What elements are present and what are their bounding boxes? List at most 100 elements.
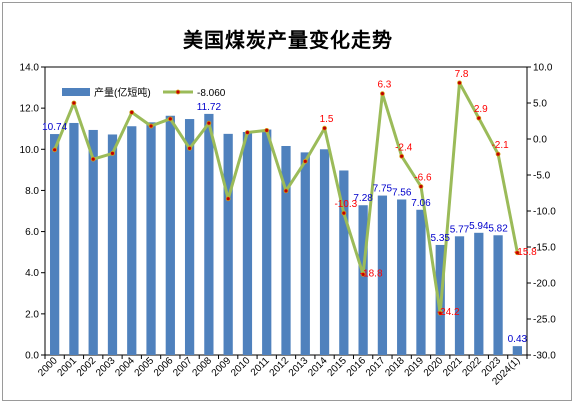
x-tick-label: 2017 xyxy=(364,355,388,379)
left-tick-label: 10.0 xyxy=(20,145,40,156)
x-tick-label: 2013 xyxy=(287,355,311,379)
bar xyxy=(319,149,330,355)
x-tick-label: 2011 xyxy=(249,355,272,378)
line-point xyxy=(322,125,327,131)
left-axis-ticks: 0.0 2.0 4.0 6.0 8.0 10.0 12.0 14.0 xyxy=(20,63,45,362)
line-series xyxy=(52,80,520,316)
bar xyxy=(50,134,60,355)
x-tick-label: 2022 xyxy=(460,355,484,379)
x-tick-label: 2002 xyxy=(75,355,99,379)
left-tick-label: 0.0 xyxy=(25,351,39,362)
line-data-labels: 1.5 -10.3 -18.8 6.3 -2.4 -6.6 -24.2 7.8 2.9 -2.1 -… xyxy=(320,69,538,318)
line-point xyxy=(302,158,308,164)
x-tick-label: 2006 xyxy=(152,355,176,379)
right-tick-label: -15.0 xyxy=(533,243,556,254)
bar xyxy=(69,122,79,355)
x-axis-ticks: 2000200120022003200420052006200720082009… xyxy=(36,355,528,387)
x-tick-label: 2005 xyxy=(133,355,157,379)
bar-data-label: 5.94 xyxy=(469,221,489,232)
line-point xyxy=(206,120,212,126)
bar xyxy=(184,119,195,355)
x-tick-label: 2018 xyxy=(383,355,407,379)
line-point xyxy=(476,115,482,121)
bar-data-label: 7.75 xyxy=(373,184,393,195)
bar xyxy=(493,235,503,355)
x-tick-label: 2003 xyxy=(94,355,118,379)
bar xyxy=(223,133,233,355)
line-point xyxy=(225,196,231,202)
right-tick-label: -10.0 xyxy=(533,207,556,218)
x-tick-label: 2010 xyxy=(229,355,253,379)
line-point xyxy=(283,188,289,194)
line-data-label: -2.1 xyxy=(491,140,509,151)
x-tick-label: 2008 xyxy=(190,355,214,379)
legend: 产量(亿短吨) -8.060 xyxy=(62,86,226,99)
line-data-label: 2.9 xyxy=(474,104,488,115)
bar-data-label: 10.74 xyxy=(42,122,67,133)
line-data-label: -6.6 xyxy=(414,173,432,184)
right-tick-label: -20.0 xyxy=(533,279,556,290)
line-data-label: 6.3 xyxy=(377,80,391,91)
x-tick-label: 2004 xyxy=(113,355,137,379)
bar xyxy=(300,152,310,355)
legend-line-label: -8.060 xyxy=(197,88,226,99)
line-point xyxy=(167,116,173,122)
line-point xyxy=(148,123,154,129)
left-tick-label: 2.0 xyxy=(25,309,39,320)
line-data-label: 1.5 xyxy=(320,114,334,125)
bar xyxy=(127,126,137,355)
bar-series xyxy=(50,113,522,355)
line-data-label: -24.2 xyxy=(437,307,460,318)
bar xyxy=(454,236,465,355)
bar xyxy=(146,122,156,355)
left-tick-label: 12.0 xyxy=(20,104,40,115)
bar xyxy=(107,134,118,355)
x-tick-label: 2009 xyxy=(210,355,234,379)
x-tick-label: 2019 xyxy=(403,355,427,379)
line-point xyxy=(360,271,366,277)
x-tick-label: 2016 xyxy=(345,355,369,379)
x-tick-label: 2012 xyxy=(268,355,292,379)
bar xyxy=(339,170,349,355)
bar xyxy=(358,205,368,355)
line-point xyxy=(341,210,347,216)
line-point xyxy=(379,91,385,97)
bar xyxy=(512,346,522,355)
bar xyxy=(88,129,98,355)
bar-data-label: 0.43 xyxy=(508,334,528,345)
line-point xyxy=(418,184,424,189)
bar-data-label: 5.35 xyxy=(431,233,451,244)
bar xyxy=(262,129,272,355)
right-tick-label: -5.0 xyxy=(533,171,551,182)
right-tick-label: -30.0 xyxy=(533,351,556,362)
x-tick-label: 2020 xyxy=(422,355,446,379)
left-tick-label: 4.0 xyxy=(25,268,39,279)
right-tick-label: 5.0 xyxy=(533,99,547,110)
line-point xyxy=(495,151,501,157)
line-point xyxy=(129,109,135,115)
bar xyxy=(242,132,253,355)
legend-line-marker xyxy=(175,89,181,95)
line-data-label: -2.4 xyxy=(395,142,413,153)
line-point xyxy=(514,250,520,256)
line-point xyxy=(264,127,270,133)
line-point xyxy=(90,156,96,162)
bar-data-label: 11.72 xyxy=(197,102,222,113)
bar xyxy=(377,195,388,355)
x-tick-label: 2021 xyxy=(441,355,465,379)
line-point xyxy=(437,310,443,316)
line-point xyxy=(110,150,115,156)
line-data-label: 7.8 xyxy=(455,69,469,80)
right-tick-label: -25.0 xyxy=(533,315,556,326)
right-axis-ticks: -30.0 -25.0 -20.0 -15.0 -10.0 -5.0 0.0 5.0 10.0 xyxy=(527,63,556,362)
left-tick-label: 6.0 xyxy=(25,227,39,238)
bar-data-label: 7.06 xyxy=(411,198,431,209)
line-data-label: -18.8 xyxy=(360,268,383,279)
x-tick-label: 2007 xyxy=(171,355,195,379)
bar xyxy=(204,113,214,355)
right-tick-label: 10.0 xyxy=(533,63,553,74)
left-tick-label: 14.0 xyxy=(20,63,40,74)
line-point xyxy=(187,145,193,151)
bar-data-label: 7.28 xyxy=(353,193,373,204)
